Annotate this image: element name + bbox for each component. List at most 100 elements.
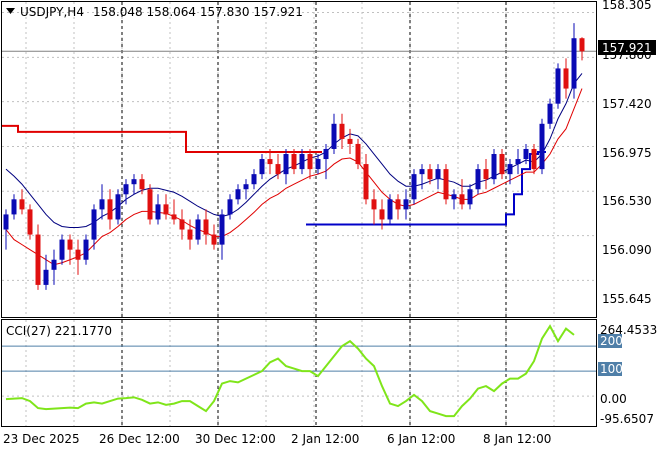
candle-body <box>395 199 401 210</box>
cci-max-label: 264.4533 <box>600 323 657 337</box>
candle-body <box>443 169 449 200</box>
candle-body <box>483 169 489 180</box>
candle-body <box>35 234 41 285</box>
svg-text:157.921: 157.921 <box>602 41 652 55</box>
price-axis: 158.305 157.860 157.420 156.975 156.530 … <box>602 0 652 306</box>
cci-line <box>5 324 575 418</box>
dropdown-arrow-icon[interactable] <box>6 8 15 14</box>
candle-body <box>123 184 129 195</box>
cci-min-label: -95.6507 <box>600 412 654 426</box>
candle-body <box>67 239 73 250</box>
time-tick-label: 2 Jan 12:00 <box>291 432 359 446</box>
candle-body <box>3 214 9 230</box>
price-tick-label: 156.090 <box>602 243 652 257</box>
symbol-label: USDJPY,H4 <box>20 5 84 19</box>
fast-moving-average-line <box>5 88 583 266</box>
time-tick-label: 30 Dec 12:00 <box>195 432 276 446</box>
support-step-line <box>306 150 546 226</box>
candle-body <box>83 239 89 260</box>
candle-body <box>195 219 201 240</box>
candle-body <box>403 199 409 210</box>
cci-zero-label: 0.00 <box>600 392 627 406</box>
candle-body <box>299 154 305 170</box>
candle-body <box>379 209 385 220</box>
candle-body <box>459 194 465 205</box>
cci-axis: 264.4533 200 100 0.00 -95.6507 <box>598 323 657 426</box>
candle-body <box>211 234 217 245</box>
candle-body <box>579 38 585 52</box>
time-tick-label: 23 Dec 2025 <box>3 432 80 446</box>
candle-body <box>267 159 273 165</box>
candle-body <box>203 219 209 235</box>
candle-body <box>163 204 169 215</box>
candle-body <box>507 164 513 175</box>
level-200-tag <box>598 334 622 348</box>
candle-body <box>419 169 425 175</box>
candle-body <box>75 249 81 260</box>
candle-body <box>107 199 113 220</box>
candle-body <box>275 164 281 175</box>
candle-body <box>435 169 441 180</box>
candle-body <box>339 123 345 139</box>
candle-body <box>187 229 193 240</box>
price-tick-label: 156.975 <box>602 146 652 160</box>
candle-body <box>115 194 121 220</box>
candle-body <box>11 199 17 215</box>
candle-body <box>251 174 257 185</box>
candle-body <box>131 179 137 185</box>
candle-body <box>467 189 473 205</box>
candle-body <box>51 259 57 270</box>
candle-body <box>539 123 545 170</box>
candle-body <box>291 154 297 170</box>
candle-body <box>323 148 329 160</box>
time-tick-label: 8 Jan 12:00 <box>483 432 551 446</box>
candle-body <box>59 239 65 260</box>
resistance-step-line <box>2 124 322 153</box>
candle-body <box>315 159 321 170</box>
candle-body <box>219 214 225 245</box>
candle-body <box>515 159 521 165</box>
time-axis: 23 Dec 2025 26 Dec 12:00 30 Dec 12:00 2 … <box>3 432 551 446</box>
candle-body <box>91 209 97 240</box>
candle-body <box>371 199 377 210</box>
candle-body <box>171 214 177 220</box>
candle-body <box>179 219 185 230</box>
candle-body <box>563 68 569 89</box>
candle-body <box>523 148 529 160</box>
cci-pane-border <box>1 319 597 427</box>
time-tick-label: 26 Dec 12:00 <box>99 432 180 446</box>
cci-indicator-label: CCI(27) 221.1770 <box>6 324 112 338</box>
candle-body <box>547 103 553 124</box>
candle-body <box>243 184 249 190</box>
price-tick-label: 155.645 <box>602 292 652 306</box>
candle-body <box>259 159 265 175</box>
price-tick-label: 156.530 <box>602 194 652 208</box>
current-price-tag: 157.921 <box>598 40 656 55</box>
price-chart-area[interactable] <box>2 23 585 290</box>
price-tick-label: 158.305 <box>602 0 652 12</box>
candle-body <box>347 138 353 144</box>
candle-body <box>451 194 457 200</box>
svg-text:100: 100 <box>600 362 623 376</box>
candle-body <box>499 154 505 175</box>
candle-body <box>155 204 161 220</box>
candle-body <box>427 169 433 180</box>
price-tick-label: 157.420 <box>602 97 652 111</box>
candle-body <box>355 143 361 165</box>
cci-indicator-area[interactable] <box>2 324 596 418</box>
candle-body <box>227 199 233 215</box>
level-100-tag <box>598 362 622 376</box>
candle-body <box>147 189 153 220</box>
candle-body <box>555 68 561 104</box>
price-pane-border <box>1 1 597 318</box>
candle-body <box>19 199 25 210</box>
svg-text:200: 200 <box>600 334 623 348</box>
candle-body <box>139 179 145 190</box>
candle-body <box>411 174 417 200</box>
candle-body <box>283 154 289 175</box>
candle-body <box>331 123 337 149</box>
candle-body <box>387 199 393 220</box>
ohlc-values: 158.048 158.064 157.830 157.921 <box>93 5 303 19</box>
candle-body <box>491 154 497 180</box>
